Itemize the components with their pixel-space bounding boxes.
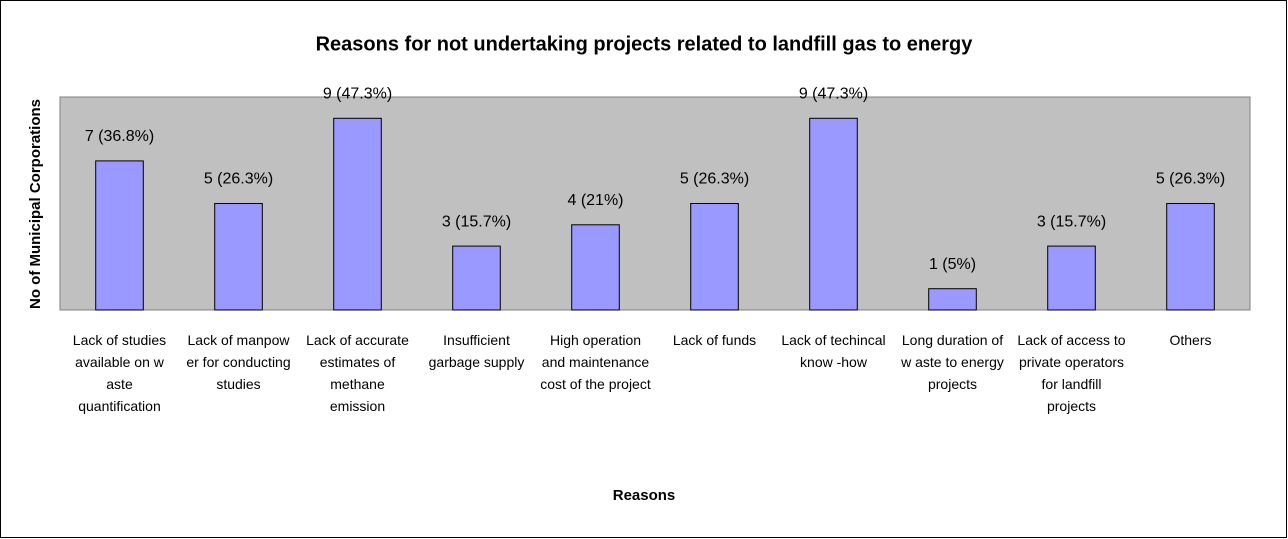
- x-tick-label: Lack of techincal know -how: [781, 332, 886, 370]
- bar: [452, 245, 501, 311]
- data-label: 5 (26.3%): [204, 171, 273, 188]
- bar: [928, 288, 977, 311]
- x-tick-label: High operation and maintenance cost of t…: [540, 332, 651, 392]
- bar: [333, 117, 382, 311]
- data-label: 3 (15.7%): [1037, 213, 1106, 230]
- data-label: 4 (21%): [567, 192, 623, 209]
- x-tick-label: Lack of accurate estimates of methane em…: [306, 332, 409, 414]
- x-tick-label: Long duration of w aste to energy projec…: [901, 332, 1004, 392]
- data-label: 7 (36.8%): [85, 128, 154, 145]
- data-label: 1 (5%): [929, 256, 976, 273]
- x-tick-label: Insufficient garbage supply: [428, 332, 525, 370]
- bar: [1047, 245, 1096, 311]
- bar: [1166, 203, 1215, 311]
- data-label: 5 (26.3%): [1156, 171, 1225, 188]
- data-label: 9 (47.3%): [323, 86, 392, 103]
- x-tick-label: Lack of manpow er for conducting studies: [186, 332, 291, 392]
- data-label: 5 (26.3%): [680, 171, 749, 188]
- data-label: 3 (15.7%): [442, 213, 511, 230]
- x-tick-label: Lack of funds: [672, 332, 757, 348]
- chart-title: Reasons for not undertaking projects rel…: [316, 33, 974, 55]
- x-tick-label: Lack of studies available on w aste quan…: [72, 332, 167, 414]
- x-axis-label: Reasons: [613, 487, 676, 504]
- bar: [809, 117, 858, 311]
- data-label: 9 (47.3%): [799, 86, 868, 103]
- y-axis-label: No of Municipal Corporations: [27, 99, 44, 309]
- bar: [214, 203, 263, 311]
- bar: [95, 160, 144, 311]
- bar: [571, 224, 620, 311]
- bar: [690, 203, 739, 311]
- x-tick-label: Others: [1169, 332, 1212, 348]
- x-tick-label: Lack of access to private operators for …: [1017, 332, 1126, 414]
